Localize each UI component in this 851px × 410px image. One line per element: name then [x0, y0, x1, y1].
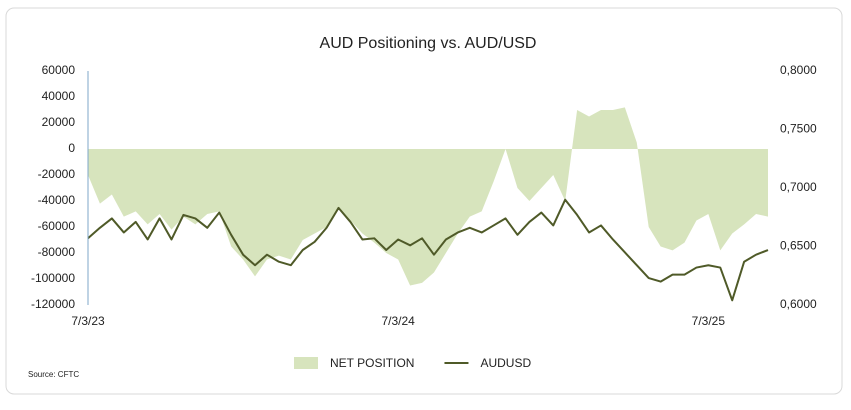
y2-tick-label: 0,7000: [780, 180, 817, 194]
y-tick-label: 20000: [42, 115, 76, 129]
legend-swatch: [294, 357, 318, 369]
y-tick-label: -40000: [38, 193, 76, 207]
y-tick-label: 40000: [42, 89, 76, 103]
x-tick-label: 7/3/24: [381, 314, 415, 328]
y-tick-label: -120000: [31, 297, 75, 311]
x-tick-label: 7/3/23: [71, 314, 105, 328]
y-tick-label: -60000: [38, 219, 76, 233]
y2-tick-label: 0,6000: [780, 297, 817, 311]
x-tick-label: 7/3/25: [692, 314, 726, 328]
y2-tick-label: 0,8000: [780, 63, 817, 77]
source: Source: CFTC: [28, 370, 79, 379]
legend-label: AUDUSD: [480, 356, 531, 370]
y2-tick-label: 0,7500: [780, 122, 817, 136]
y-tick-label: -80000: [38, 245, 76, 259]
chart-title: AUD Positioning vs. AUD/USD: [320, 35, 537, 52]
y2-tick-label: 0,6500: [780, 239, 817, 253]
area: [88, 107, 768, 286]
line: [87, 198, 769, 302]
y-tick-label: -100000: [31, 271, 75, 285]
y-tick-label: 0: [68, 141, 75, 155]
y-tick-label: -20000: [38, 167, 76, 181]
legend-label: NET POSITION: [330, 356, 414, 370]
y-tick-label: 60000: [42, 63, 76, 77]
